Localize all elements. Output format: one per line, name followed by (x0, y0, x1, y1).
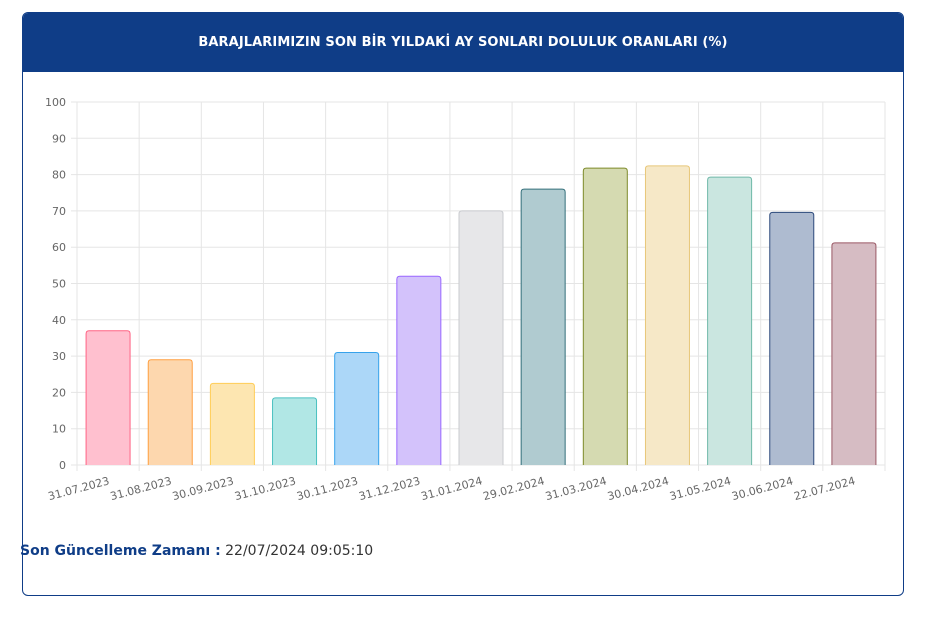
y-tick-label: 70 (52, 205, 66, 218)
x-tick-label: 22.07.2024 (792, 474, 856, 503)
x-tick-label: 31.10.2023 (233, 474, 297, 503)
x-tick-label: 31.12.2023 (357, 474, 421, 503)
y-tick-label: 100 (45, 96, 66, 109)
bar-31.08.2023[interactable] (147, 359, 193, 465)
bar-30.11.2023[interactable] (334, 351, 380, 465)
bars (85, 165, 877, 465)
x-axis-ticks: 31.07.202331.08.202330.09.202331.10.2023… (47, 474, 857, 503)
bar-30.09.2023[interactable] (209, 382, 255, 465)
x-tick-label: 30.06.2024 (730, 474, 794, 503)
bar-31.12.2023[interactable] (396, 275, 442, 465)
x-tick-label: 30.11.2023 (295, 474, 359, 503)
bar-22.07.2024[interactable] (831, 242, 877, 465)
bar-30.04.2024[interactable] (644, 165, 690, 465)
x-tick-label: 31.03.2024 (544, 474, 608, 503)
y-tick-label: 50 (52, 278, 66, 291)
y-tick-label: 60 (52, 241, 66, 254)
bar-31.05.2024[interactable] (707, 176, 753, 465)
x-tick-label: 30.04.2024 (606, 474, 670, 503)
bar-31.10.2023[interactable] (272, 397, 318, 465)
y-tick-label: 20 (52, 386, 66, 399)
x-tick-label: 31.01.2024 (420, 474, 484, 503)
y-tick-label: 90 (52, 132, 66, 145)
bar-31.03.2024[interactable] (582, 167, 628, 465)
x-tick-label: 31.08.2023 (109, 474, 173, 503)
x-tick-label: 31.07.2023 (47, 474, 111, 503)
last-update-label: Son Güncelleme Zamanı : (20, 543, 221, 559)
x-tick-label: 30.09.2023 (171, 474, 235, 503)
chart-card: BARAJLARIMIZIN SON BİR YILDAKİ AY SONLAR… (22, 12, 904, 596)
x-tick-label: 31.05.2024 (668, 474, 732, 503)
bar-31.01.2024[interactable] (458, 210, 504, 465)
bar-30.06.2024[interactable] (769, 211, 815, 465)
y-tick-label: 40 (52, 314, 66, 327)
last-update-value: 22/07/2024 09:05:10 (225, 543, 374, 559)
last-update: Son Güncelleme Zamanı : 22/07/2024 09:05… (20, 543, 373, 559)
y-tick-label: 30 (52, 350, 66, 363)
y-tick-label: 80 (52, 169, 66, 182)
chart-title: BARAJLARIMIZIN SON BİR YILDAKİ AY SONLAR… (23, 13, 903, 72)
bar-29.02.2024[interactable] (520, 188, 566, 465)
y-tick-label: 10 (52, 423, 66, 436)
y-tick-label: 0 (59, 459, 66, 472)
y-axis-ticks: 0 10 20 30 40 50 60 70 80 90 100 (45, 96, 66, 472)
x-tick-label: 29.02.2024 (482, 474, 546, 503)
bar-31.07.2023[interactable] (85, 330, 131, 465)
